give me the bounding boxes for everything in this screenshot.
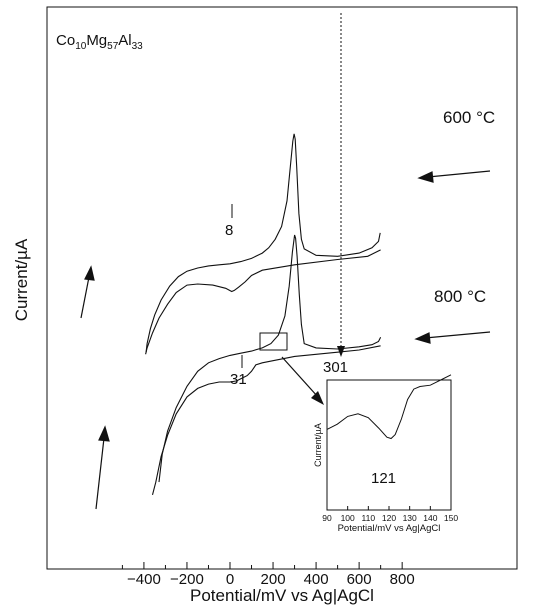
arrow-800c-forward bbox=[95, 437, 105, 510]
x-tick-label: 600 bbox=[347, 571, 372, 588]
zoom-pointer-arrowhead bbox=[311, 391, 324, 405]
x-axis-tick-labels: −400 −200 0 200 400 600 800 bbox=[127, 571, 415, 588]
inset-x-axis-tick-labels: 90 100 110 120 130 140 150 bbox=[322, 513, 458, 523]
inset-x-axis-label: Potential/mV vs Ag|AgCl bbox=[338, 523, 441, 534]
plot-frame bbox=[46, 6, 518, 570]
arrow-800c-reverse bbox=[424, 331, 491, 339]
label-800c: 800 °C bbox=[434, 287, 486, 306]
y-axis-label: Current/µA bbox=[12, 238, 31, 321]
cv-curves bbox=[145, 133, 382, 496]
label-peak-301: 301 bbox=[323, 359, 348, 376]
x-tick-label: −200 bbox=[170, 571, 204, 588]
inset-x-tick-label: 90 bbox=[322, 513, 332, 523]
compound-label: Co10Mg57Al33 bbox=[56, 32, 143, 52]
inset-frame bbox=[326, 379, 452, 511]
arrowhead-800c-forward bbox=[98, 425, 110, 442]
inset-chart: 90 100 110 120 130 140 150 121 Potential/mV vs… bbox=[313, 374, 458, 534]
label-peak-31: 31 bbox=[230, 371, 247, 388]
series-800c-forward-line bbox=[158, 234, 382, 483]
x-axis-label: Potential/mV vs Ag|AgCl bbox=[190, 586, 374, 605]
series-600c-reverse-line bbox=[145, 249, 381, 355]
inset-zoom-box bbox=[259, 332, 288, 351]
zoom-pointer-line bbox=[281, 356, 319, 398]
x-tick-label: 0 bbox=[226, 571, 234, 588]
x-axis-ticks bbox=[121, 562, 403, 569]
arrow-600c-forward bbox=[80, 276, 90, 319]
x-tick-label: 800 bbox=[390, 571, 415, 588]
inset-peak-label: 121 bbox=[371, 470, 396, 487]
label-peak-8: 8 bbox=[225, 222, 233, 239]
x-tick-label: 400 bbox=[304, 571, 329, 588]
x-tick-label: −400 bbox=[127, 571, 161, 588]
arrow-600c-reverse bbox=[427, 170, 491, 178]
scan-direction-arrows bbox=[80, 170, 491, 510]
inset-x-tick-label: 100 bbox=[341, 513, 355, 523]
label-600c: 600 °C bbox=[443, 108, 495, 127]
inset-x-tick-label: 140 bbox=[423, 513, 437, 523]
inset-x-tick-label: 150 bbox=[444, 513, 458, 523]
inset-x-tick-label: 110 bbox=[362, 513, 376, 523]
inset-y-axis-label: Current/µA bbox=[313, 423, 323, 467]
arrowhead-600c-reverse bbox=[417, 171, 434, 183]
inset-x-tick-label: 130 bbox=[403, 513, 417, 523]
inset-x-axis-ticks bbox=[326, 506, 452, 510]
inset-x-tick-label: 120 bbox=[382, 513, 396, 523]
x-tick-label: 200 bbox=[261, 571, 286, 588]
inset-series-line bbox=[326, 374, 452, 440]
arrowhead-800c-reverse bbox=[414, 332, 431, 344]
series-800c-reverse-line bbox=[151, 345, 381, 496]
arrowhead-600c-forward bbox=[84, 265, 95, 281]
series-600c-forward-line bbox=[145, 133, 381, 353]
